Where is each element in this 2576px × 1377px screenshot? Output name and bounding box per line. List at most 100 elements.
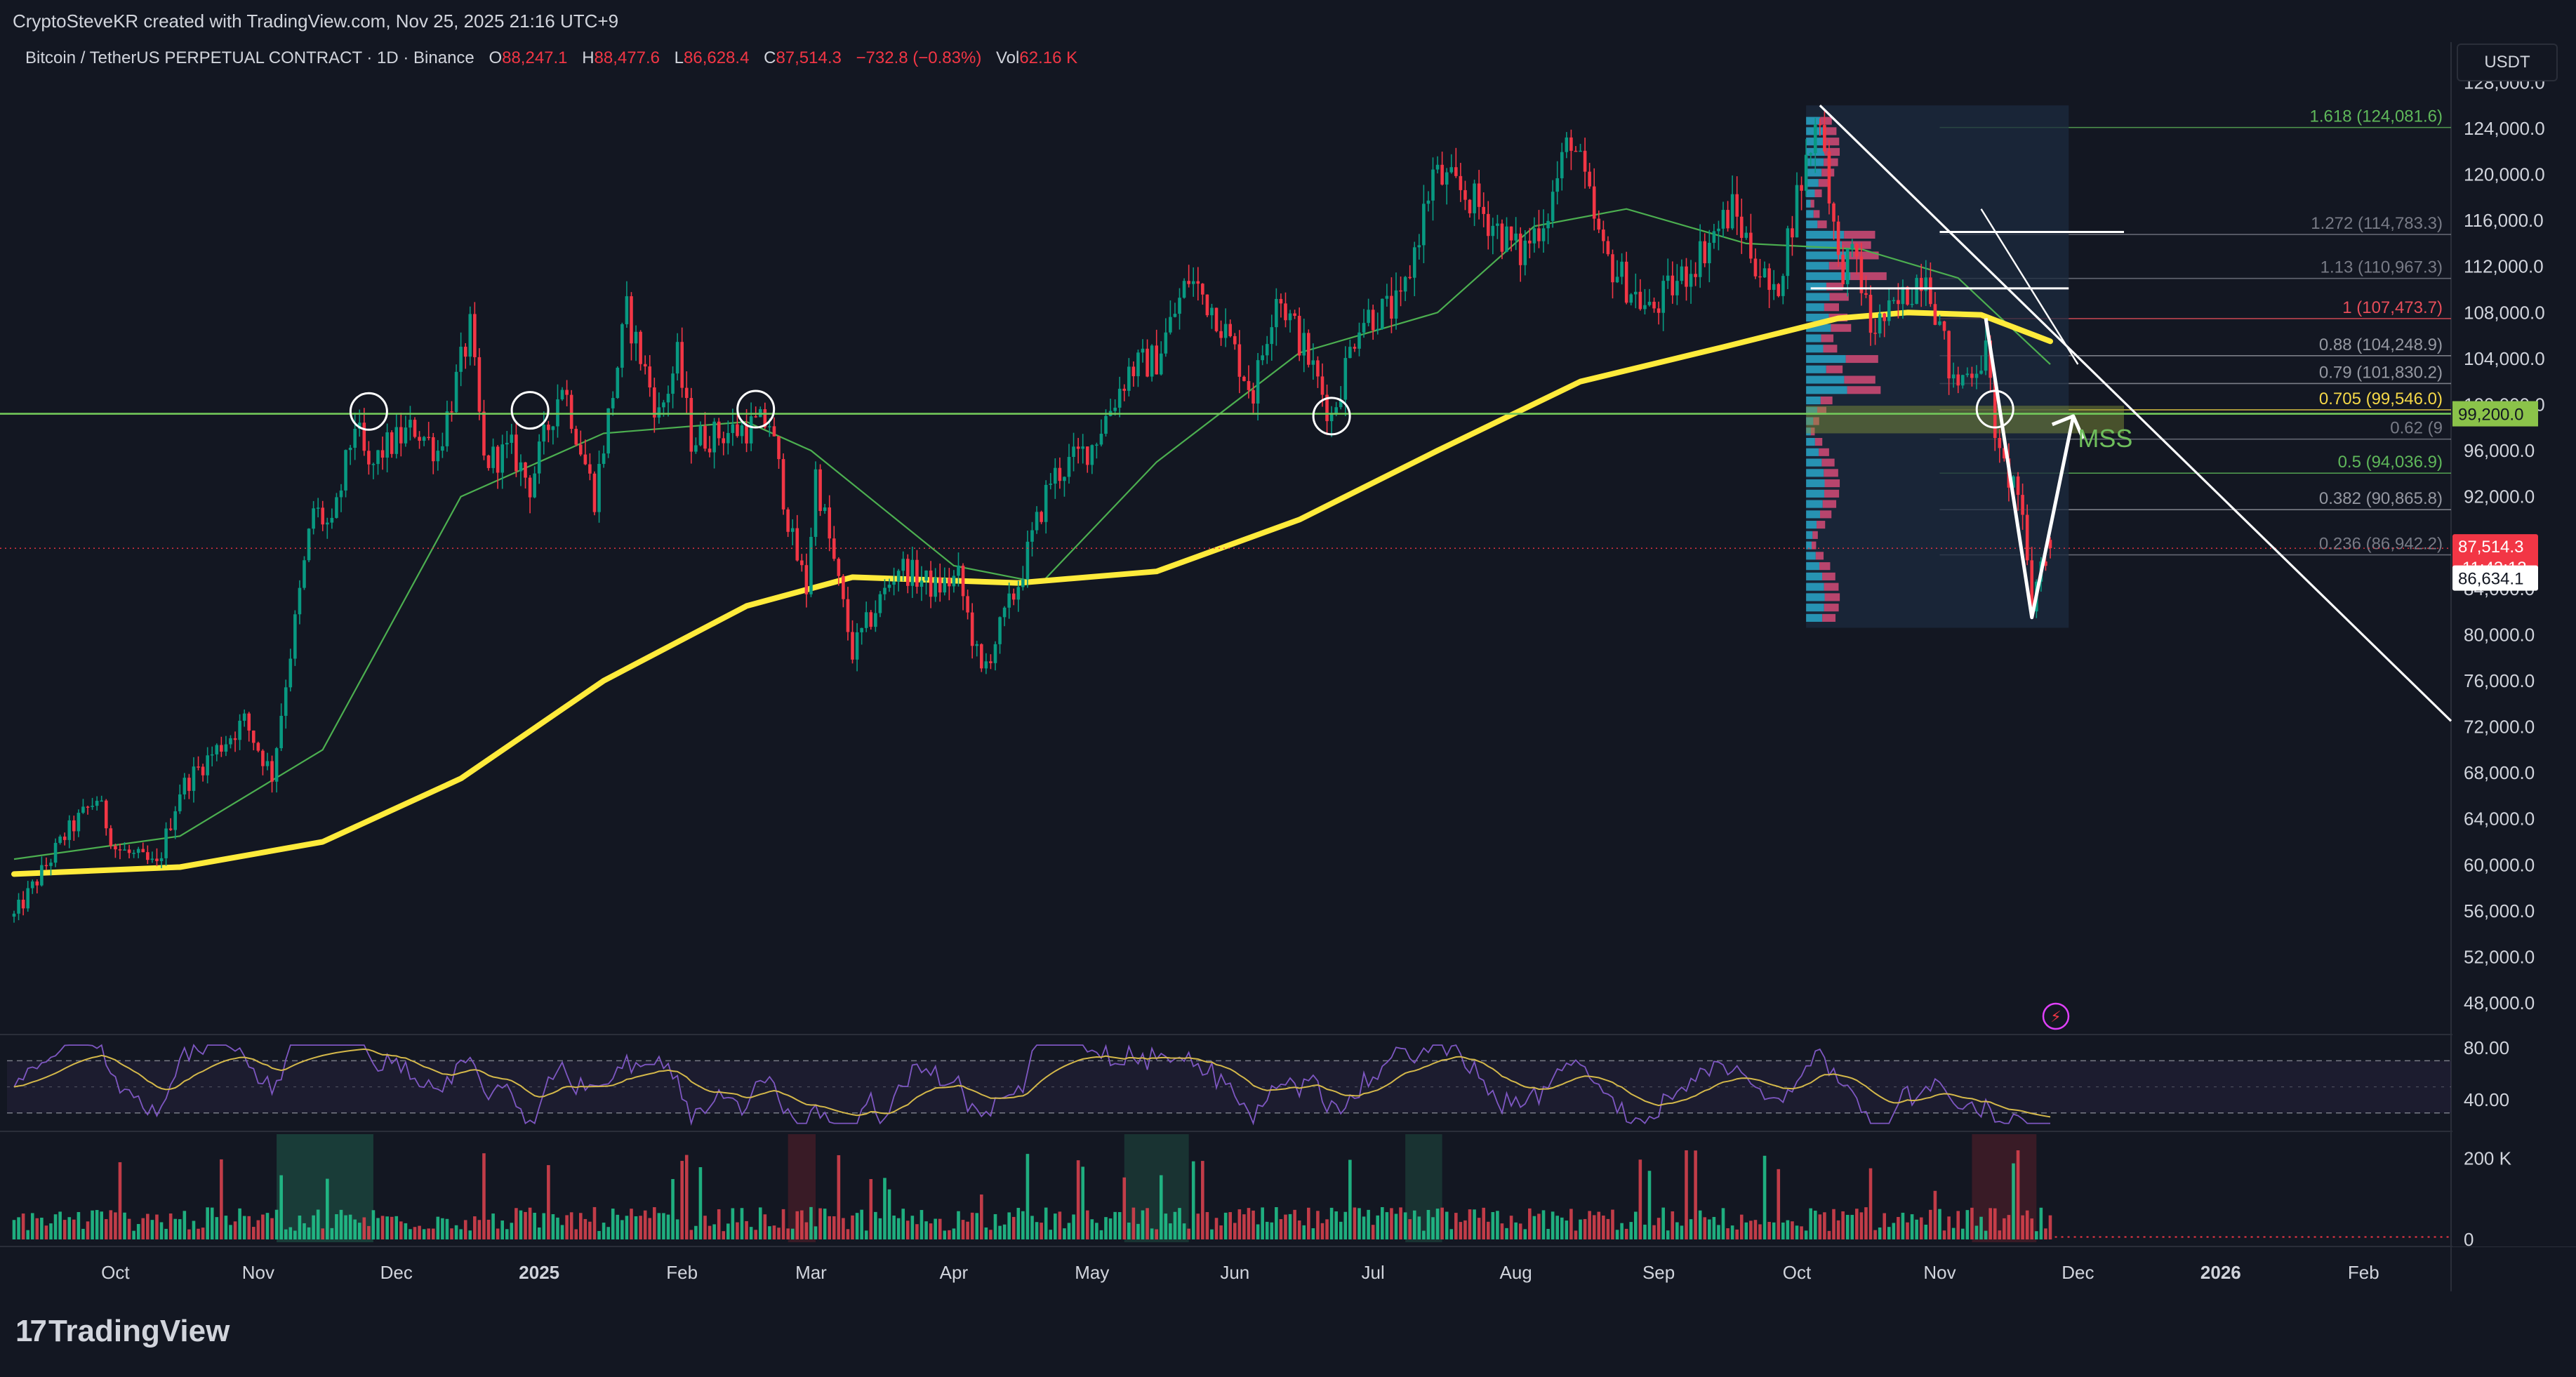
candle[interactable] <box>500 444 505 473</box>
candle[interactable] <box>804 565 809 594</box>
candle[interactable] <box>1813 124 1817 154</box>
candle[interactable] <box>915 559 919 587</box>
candle[interactable] <box>948 578 951 587</box>
candle[interactable] <box>648 366 652 388</box>
candle[interactable] <box>1845 248 1850 285</box>
candle[interactable] <box>1390 295 1393 319</box>
candle[interactable] <box>376 450 380 465</box>
candle[interactable] <box>1652 301 1656 309</box>
candle[interactable] <box>1993 378 1997 439</box>
candle[interactable] <box>1832 203 1835 222</box>
candle[interactable] <box>1394 290 1398 319</box>
candle[interactable] <box>1984 340 1988 371</box>
candle[interactable] <box>459 347 463 372</box>
candle[interactable] <box>321 507 325 525</box>
candle[interactable] <box>1505 226 1508 252</box>
candle[interactable] <box>1518 233 1522 265</box>
candle[interactable] <box>560 390 564 400</box>
candle[interactable] <box>1334 407 1338 413</box>
candle[interactable] <box>348 447 352 451</box>
candle[interactable] <box>330 517 334 523</box>
candle[interactable] <box>104 800 108 829</box>
candle[interactable] <box>2025 514 2029 561</box>
candle[interactable] <box>823 507 827 512</box>
candle[interactable] <box>1007 593 1011 608</box>
candle[interactable] <box>814 469 818 537</box>
candle[interactable] <box>210 754 214 756</box>
candle[interactable] <box>1095 444 1098 446</box>
candle[interactable] <box>463 347 467 357</box>
candle[interactable] <box>883 587 887 594</box>
candle[interactable] <box>1459 175 1463 190</box>
candle[interactable] <box>1357 332 1361 349</box>
candle[interactable] <box>2021 495 2024 515</box>
crosshair-price-badge[interactable] <box>2452 565 2538 591</box>
candle[interactable] <box>1758 276 1762 278</box>
candle[interactable] <box>905 559 910 586</box>
candle[interactable] <box>1647 301 1652 305</box>
candle[interactable] <box>606 408 610 454</box>
candle[interactable] <box>869 612 873 627</box>
candle[interactable] <box>943 578 947 593</box>
candle[interactable] <box>17 899 20 914</box>
candle[interactable] <box>1933 304 1937 325</box>
candle[interactable] <box>1523 240 1527 265</box>
candle[interactable] <box>809 536 813 594</box>
candle[interactable] <box>1348 347 1352 359</box>
alert-bolt-icon[interactable] <box>2042 1002 2070 1030</box>
candle[interactable] <box>256 743 260 751</box>
candle[interactable] <box>837 559 841 576</box>
candle[interactable] <box>1960 375 1965 386</box>
candle[interactable] <box>510 434 514 443</box>
candle[interactable] <box>1638 291 1642 310</box>
candle[interactable] <box>1325 394 1329 422</box>
candle[interactable] <box>178 794 182 811</box>
candle[interactable] <box>220 745 223 752</box>
candle[interactable] <box>597 463 601 512</box>
candle[interactable] <box>1054 467 1057 484</box>
candle[interactable] <box>1998 438 2002 448</box>
candle[interactable] <box>1320 376 1324 395</box>
candle[interactable] <box>1270 327 1274 345</box>
candle[interactable] <box>1965 373 1970 375</box>
candle[interactable] <box>901 559 905 571</box>
candle[interactable] <box>1546 220 1550 229</box>
candle[interactable] <box>698 425 703 446</box>
candle[interactable] <box>1496 223 1499 226</box>
candle[interactable] <box>1836 221 1840 255</box>
candle[interactable] <box>1169 317 1172 333</box>
candle[interactable] <box>547 425 550 430</box>
candle[interactable] <box>1698 241 1702 277</box>
candle[interactable] <box>1859 256 1864 293</box>
candle[interactable] <box>514 434 518 472</box>
candle[interactable] <box>1205 294 1209 316</box>
candle[interactable] <box>362 423 366 451</box>
projection-path[interactable] <box>1984 318 2076 620</box>
candle[interactable] <box>316 507 320 509</box>
candle[interactable] <box>394 427 399 454</box>
candle[interactable] <box>35 881 39 886</box>
candle[interactable] <box>754 416 757 418</box>
candle[interactable] <box>657 407 661 418</box>
candle[interactable] <box>1629 294 1633 303</box>
candle[interactable] <box>1901 286 1905 305</box>
candle[interactable] <box>1067 457 1071 477</box>
candle[interactable] <box>1726 210 1729 229</box>
candle[interactable] <box>1929 277 1932 305</box>
candle[interactable] <box>1196 281 1200 284</box>
candle[interactable] <box>1938 321 1941 325</box>
candle[interactable] <box>768 426 771 427</box>
candle[interactable] <box>689 398 693 452</box>
candle[interactable] <box>1201 284 1204 295</box>
candle[interactable] <box>58 836 62 843</box>
candle[interactable] <box>1486 213 1490 237</box>
candle[interactable] <box>1841 255 1845 285</box>
candle[interactable] <box>86 806 90 808</box>
candle[interactable] <box>335 497 338 518</box>
candle[interactable] <box>694 445 698 452</box>
candle[interactable] <box>961 565 965 597</box>
candle[interactable] <box>1947 331 1951 379</box>
candle[interactable] <box>542 425 546 442</box>
candle[interactable] <box>980 644 983 669</box>
candle[interactable] <box>1329 413 1334 422</box>
